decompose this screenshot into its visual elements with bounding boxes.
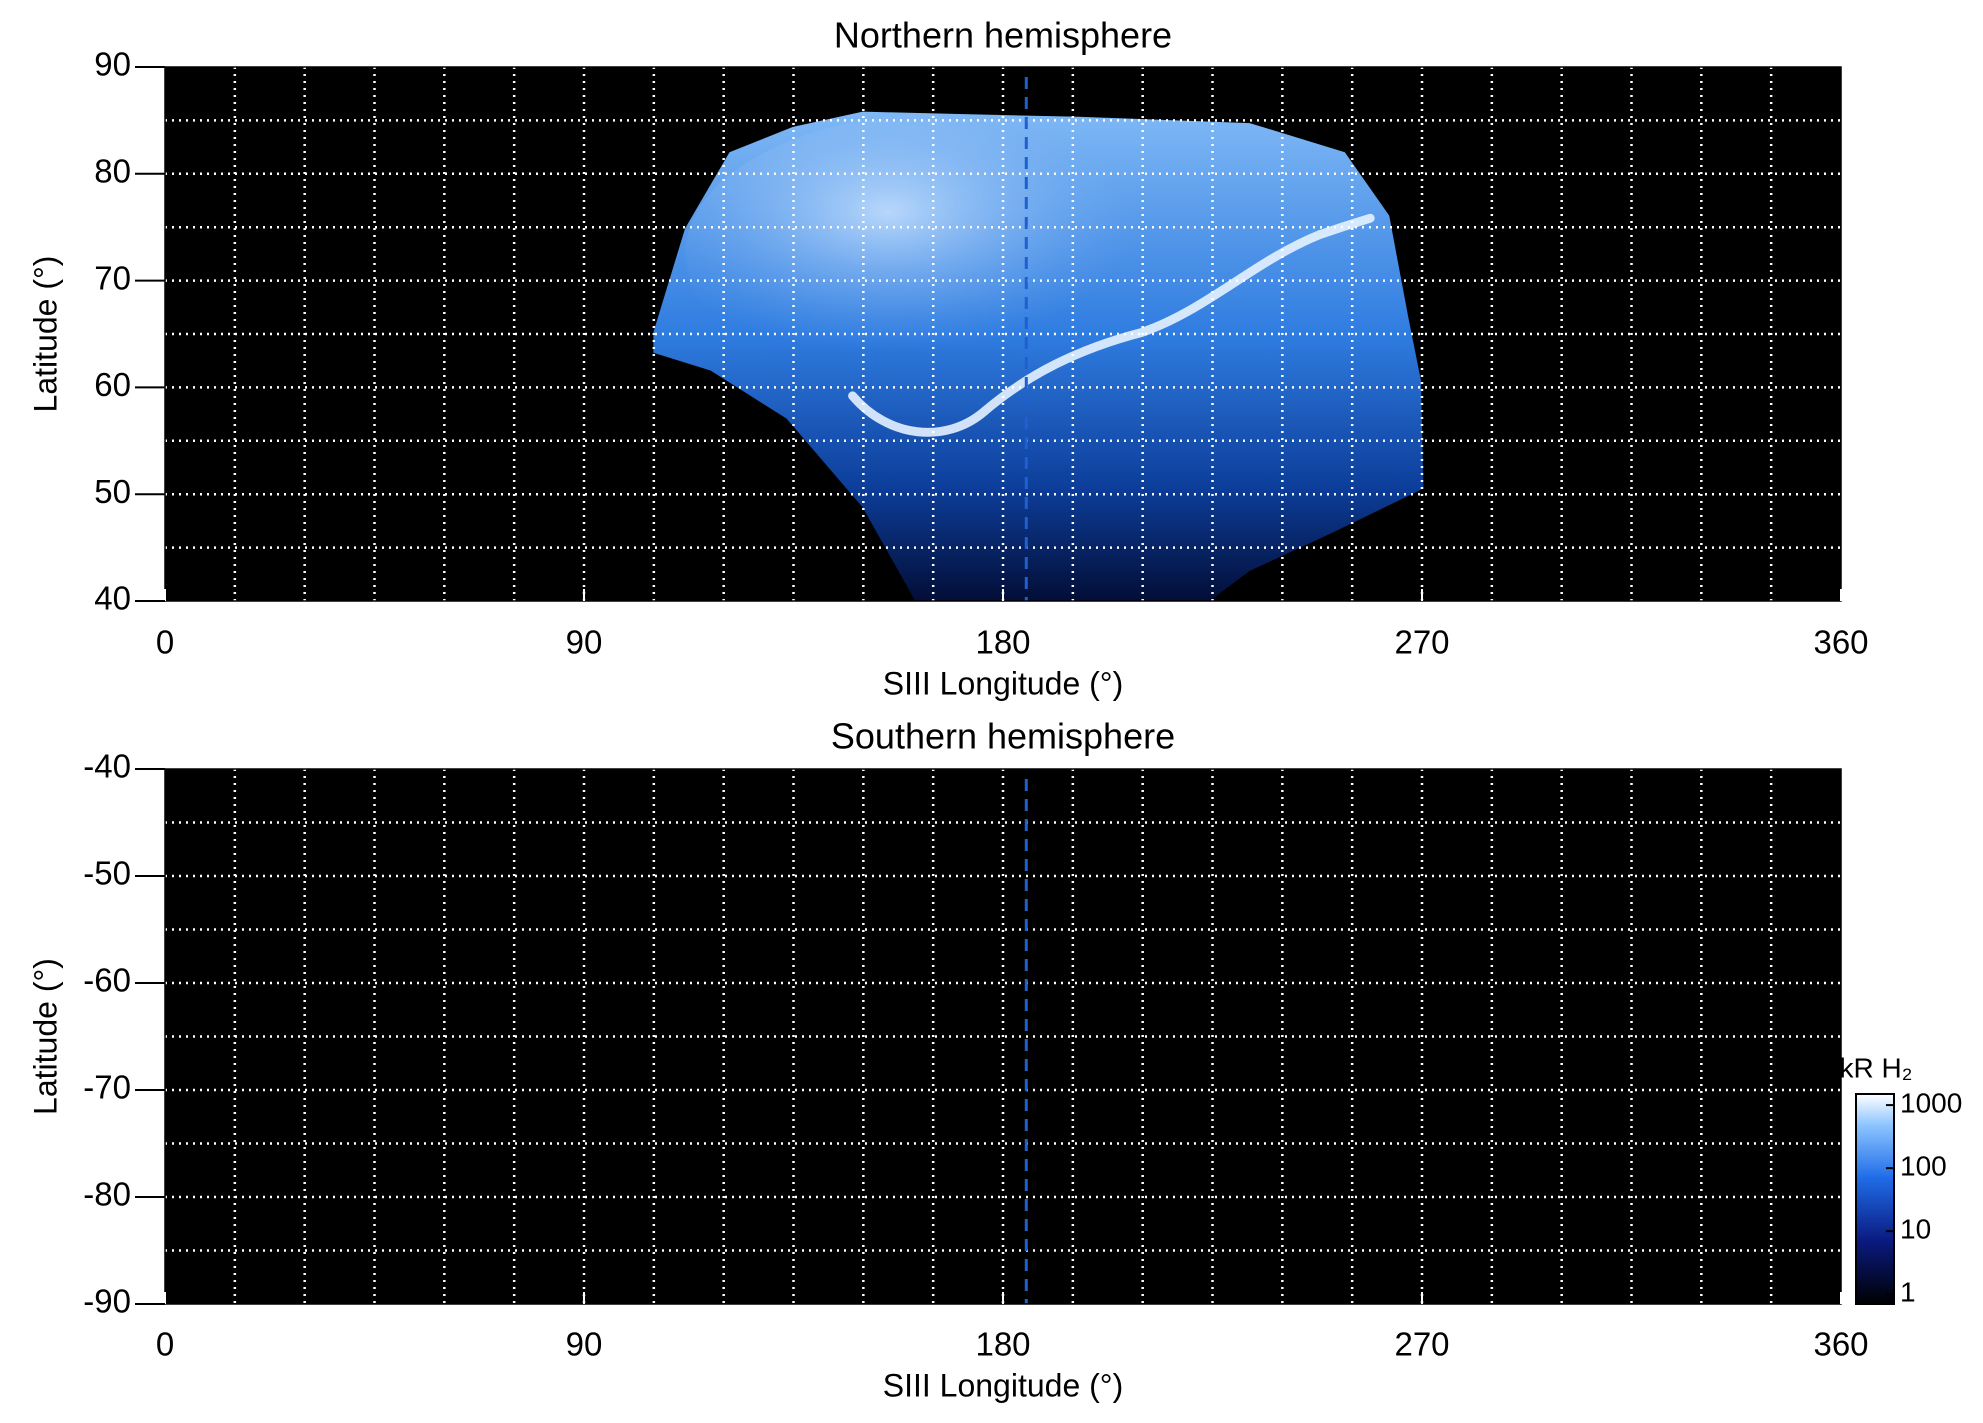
- auroral-emission: [653, 111, 1424, 601]
- colorbar-tick-label: 10: [1900, 1214, 1931, 1245]
- y-tick-label: -50: [83, 855, 131, 892]
- x-tick-label: 270: [1394, 624, 1449, 661]
- x-tick-label: 90: [566, 1326, 603, 1363]
- y-tick-label: 70: [94, 259, 131, 296]
- x-tick-label: 180: [975, 1326, 1030, 1363]
- y-tick-label: 90: [94, 46, 131, 83]
- y-axis-label: Latitude (°): [27, 958, 63, 1115]
- x-tick-label: 360: [1813, 624, 1868, 661]
- x-axis-label: SIII Longitude (°): [883, 665, 1123, 701]
- y-tick-label: -60: [83, 962, 131, 999]
- y-tick-label: -70: [83, 1069, 131, 1106]
- chart-title: Northern hemisphere: [834, 15, 1172, 56]
- x-tick-label: 180: [975, 624, 1030, 661]
- chart-title: Southern hemisphere: [831, 716, 1175, 757]
- x-tick-label: 0: [156, 624, 174, 661]
- y-tick-label: 60: [94, 366, 131, 403]
- colorbar-title: kR H₂: [1839, 1052, 1912, 1083]
- colorbar-tick-label: 1000: [1900, 1087, 1962, 1118]
- colorbar-tick-label: 1: [1900, 1277, 1916, 1308]
- x-tick-label: 0: [156, 1326, 174, 1363]
- colorbar-tick-label: 100: [1900, 1151, 1947, 1182]
- x-tick-label: 90: [566, 624, 603, 661]
- y-tick-label: -90: [83, 1283, 131, 1320]
- colorbar: [1855, 1093, 1895, 1305]
- y-tick-label: 40: [94, 580, 131, 617]
- y-axis-label: Latitude (°): [27, 256, 63, 413]
- y-tick-label: -80: [83, 1176, 131, 1213]
- x-axis-label: SIII Longitude (°): [883, 1367, 1123, 1403]
- y-tick-label: 80: [94, 153, 131, 190]
- x-tick-label: 360: [1813, 1326, 1868, 1363]
- x-tick-label: 270: [1394, 1326, 1449, 1363]
- y-tick-label: -40: [83, 748, 131, 785]
- y-tick-label: 50: [94, 473, 131, 510]
